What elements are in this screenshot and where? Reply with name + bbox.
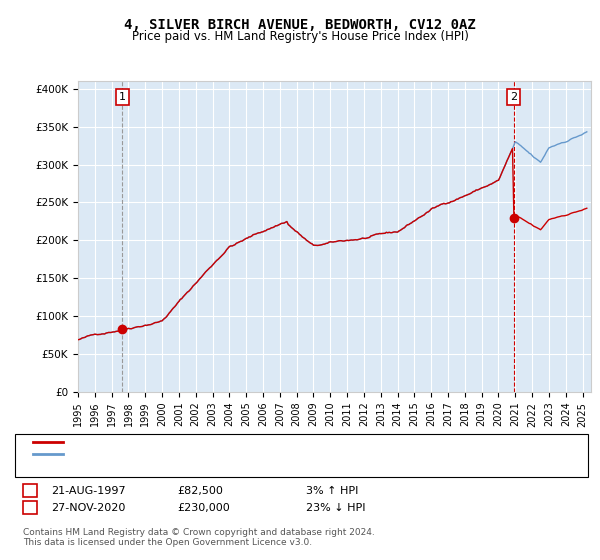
Text: 27-NOV-2020: 27-NOV-2020: [51, 503, 125, 512]
Text: 3% ↑ HPI: 3% ↑ HPI: [306, 486, 358, 496]
Text: 2: 2: [510, 92, 517, 102]
Text: 1: 1: [119, 92, 126, 102]
Text: 1: 1: [26, 486, 33, 496]
Text: 4, SILVER BIRCH AVENUE, BEDWORTH, CV12 0AZ (detached house): 4, SILVER BIRCH AVENUE, BEDWORTH, CV12 0…: [69, 437, 418, 447]
Text: 4, SILVER BIRCH AVENUE, BEDWORTH, CV12 0AZ: 4, SILVER BIRCH AVENUE, BEDWORTH, CV12 0…: [124, 18, 476, 32]
Text: 2: 2: [26, 503, 33, 512]
Text: Price paid vs. HM Land Registry's House Price Index (HPI): Price paid vs. HM Land Registry's House …: [131, 30, 469, 43]
Text: £230,000: £230,000: [177, 503, 230, 512]
Text: HPI: Average price, detached house, Nuneaton and Bedworth: HPI: Average price, detached house, Nune…: [69, 449, 389, 459]
Text: Contains HM Land Registry data © Crown copyright and database right 2024.
This d: Contains HM Land Registry data © Crown c…: [23, 528, 374, 547]
Text: £82,500: £82,500: [177, 486, 223, 496]
Text: 23% ↓ HPI: 23% ↓ HPI: [306, 503, 365, 512]
Text: 21-AUG-1997: 21-AUG-1997: [51, 486, 125, 496]
